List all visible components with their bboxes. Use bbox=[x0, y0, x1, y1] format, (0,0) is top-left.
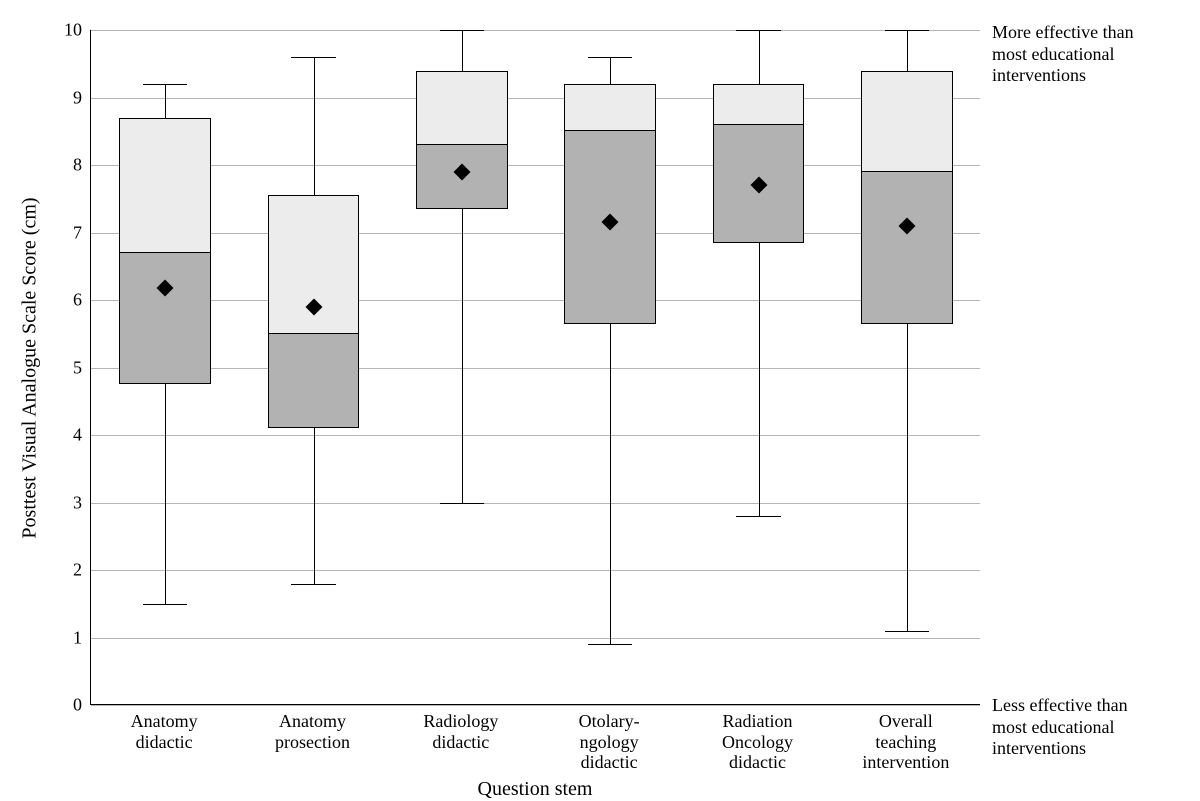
whisker-upper bbox=[907, 30, 908, 71]
whisker-cap-upper bbox=[143, 84, 188, 85]
plot-area bbox=[90, 30, 980, 705]
annotation-bottom: Less effective than most educational int… bbox=[992, 695, 1128, 760]
x-tick-label: Anatomy didactic bbox=[131, 711, 198, 752]
gridline bbox=[91, 368, 980, 369]
box-lower bbox=[268, 334, 360, 429]
whisker-cap-lower bbox=[291, 584, 336, 585]
y-tick-label: 2 bbox=[58, 560, 82, 581]
whisker-lower bbox=[462, 209, 463, 503]
box-lower bbox=[861, 172, 953, 324]
whisker-upper bbox=[610, 57, 611, 84]
y-tick-label: 6 bbox=[58, 290, 82, 311]
x-tick-label: Radiation Oncology didactic bbox=[722, 711, 793, 773]
whisker-cap-lower bbox=[588, 644, 633, 645]
whisker-lower bbox=[759, 243, 760, 516]
y-tick-label: 8 bbox=[58, 155, 82, 176]
x-tick-label: Radiology didactic bbox=[423, 711, 498, 752]
x-tick-label: Overall teaching intervention bbox=[862, 711, 949, 773]
y-tick-label: 3 bbox=[58, 492, 82, 513]
y-tick-label: 4 bbox=[58, 425, 82, 446]
whisker-upper bbox=[165, 84, 166, 118]
gridline bbox=[91, 435, 980, 436]
whisker-cap-upper bbox=[885, 30, 930, 31]
y-axis-label: Posttest Visual Analogue Scale Score (cm… bbox=[19, 197, 42, 538]
gridline bbox=[91, 300, 980, 301]
whisker-lower bbox=[907, 324, 908, 631]
whisker-cap-lower bbox=[885, 631, 930, 632]
y-tick-label: 10 bbox=[58, 20, 82, 41]
whisker-cap-lower bbox=[143, 604, 188, 605]
box-upper bbox=[713, 84, 805, 125]
box-upper bbox=[119, 118, 211, 253]
whisker-cap-upper bbox=[736, 30, 781, 31]
gridline bbox=[91, 705, 980, 706]
whisker-cap-upper bbox=[440, 30, 485, 31]
chart-stage: 0 1 2 3 4 5 6 7 8 9 10 Posttest Visual Analogue Sca… bbox=[0, 0, 1200, 771]
whisker-cap-lower bbox=[736, 516, 781, 517]
y-tick-label: 1 bbox=[58, 627, 82, 648]
x-axis-label: Question stem bbox=[478, 778, 593, 801]
x-tick-label: Anatomy prosection bbox=[275, 711, 350, 752]
annotation-top: More effective than most educational int… bbox=[992, 22, 1134, 87]
y-tick-label: 7 bbox=[58, 222, 82, 243]
whisker-cap-lower bbox=[440, 503, 485, 504]
gridline bbox=[91, 233, 980, 234]
whisker-lower bbox=[610, 324, 611, 645]
whisker-cap-upper bbox=[588, 57, 633, 58]
whisker-upper bbox=[314, 57, 315, 195]
box-upper bbox=[564, 84, 656, 131]
y-tick-label: 9 bbox=[58, 87, 82, 108]
whisker-upper bbox=[462, 30, 463, 71]
gridline bbox=[91, 165, 980, 166]
box-upper bbox=[861, 71, 953, 172]
whisker-upper bbox=[759, 30, 760, 84]
box-lower bbox=[119, 253, 211, 385]
whisker-lower bbox=[314, 428, 315, 583]
whisker-lower bbox=[165, 384, 166, 603]
gridline bbox=[91, 638, 980, 639]
y-tick-label: 0 bbox=[58, 695, 82, 716]
gridline bbox=[91, 570, 980, 571]
whisker-cap-upper bbox=[291, 57, 336, 58]
x-tick-label: Otolary- ngology didactic bbox=[579, 711, 640, 773]
box-upper bbox=[416, 71, 508, 145]
gridline bbox=[91, 98, 980, 99]
gridline bbox=[91, 30, 980, 31]
gridline bbox=[91, 503, 980, 504]
y-tick-label: 5 bbox=[58, 357, 82, 378]
